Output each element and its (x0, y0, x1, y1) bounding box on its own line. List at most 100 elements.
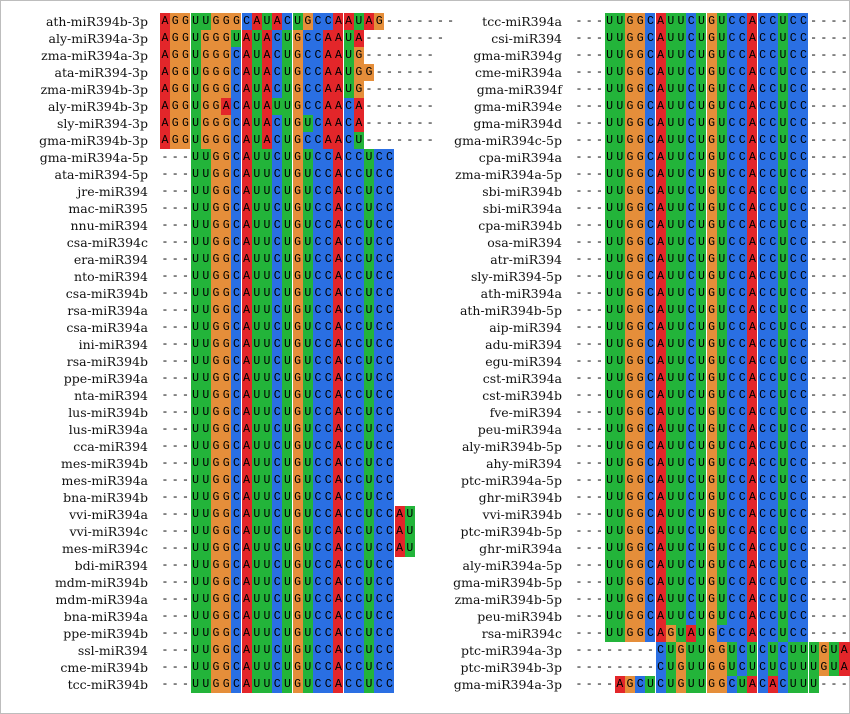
nucleotide-C: C (353, 489, 364, 506)
nucleotide-U: U (665, 676, 676, 693)
nucleotide-C: C (272, 302, 283, 319)
nucleotide-U: U (251, 200, 262, 217)
nucleotide-U: U (716, 268, 727, 285)
gap: - (820, 440, 828, 453)
alignment-row: gma-miR394a-3p - - - - A G C U C U G U U G G C U A C A C U U U - -… (0, 676, 850, 693)
nucleotide-C: C (272, 455, 283, 472)
sequence-label: aly-miR394a-3p (48, 31, 149, 46)
nucleotide-U: U (251, 574, 262, 591)
nucleotide-U: U (190, 183, 201, 200)
nucleotide-A: A (333, 336, 344, 353)
nucleotide-A: A (262, 98, 272, 115)
gap: - (820, 610, 828, 623)
gap: - (181, 559, 189, 572)
sequence-label: rsa-miR394b (66, 354, 148, 369)
gap: - (840, 508, 848, 521)
nucleotide-U: U (716, 574, 727, 591)
alignment-row: zma-miR394b-3p A G G U G G G C A U A C U G C C A A U G - - - - - -… (0, 81, 850, 98)
gap: - (820, 151, 828, 164)
nucleotide-G: G (635, 574, 646, 591)
nucleotide-U: U (262, 438, 272, 455)
gap: - (820, 202, 828, 215)
gap: - (171, 236, 179, 249)
nucleotide-U: U (716, 421, 727, 438)
gap: - (436, 32, 444, 45)
nucleotide-C: C (302, 81, 313, 98)
nucleotide-U: U (364, 149, 374, 166)
nucleotide-C: C (231, 132, 242, 149)
gap: - (840, 270, 848, 283)
nucleotide-G: G (221, 421, 232, 438)
nucleotide-C: C (798, 30, 809, 47)
gap: - (830, 338, 838, 351)
nucleotide-C: C (686, 132, 697, 149)
nucleotide-G: G (180, 30, 191, 47)
nucleotide-C: C (241, 13, 252, 30)
gap: - (585, 117, 593, 130)
nucleotide-A: A (241, 438, 252, 455)
sequence-label: csi-miR394 (491, 31, 562, 46)
nucleotide-C: C (374, 200, 385, 217)
sequence-label: osa-miR394 (487, 235, 562, 250)
nucleotide-C: C (798, 166, 809, 183)
nucleotide-C: C (272, 404, 283, 421)
nucleotide-U: U (665, 438, 676, 455)
gap: - (830, 372, 838, 385)
nucleotide-U: U (604, 132, 615, 149)
gap: - (595, 15, 603, 28)
gap: - (171, 355, 179, 368)
nucleotide-G: G (231, 13, 242, 30)
nucleotide-A: A (655, 489, 666, 506)
nucleotide-U: U (262, 591, 272, 608)
gap: - (575, 151, 583, 164)
nucleotide-U: U (696, 540, 707, 557)
nucleotide-G: G (211, 98, 221, 115)
nucleotide-U: U (665, 370, 676, 387)
nucleotide-C: C (374, 336, 385, 353)
nucleotide-G: G (625, 47, 635, 64)
nucleotide-U: U (282, 438, 293, 455)
nucleotide-U: U (251, 387, 262, 404)
gap: - (365, 32, 373, 45)
nucleotide-C: C (798, 302, 809, 319)
nucleotide-G: G (211, 574, 221, 591)
nucleotide-C: C (788, 506, 799, 523)
sequence-label: ptc-miR394b-5p (460, 524, 562, 539)
nucleotide-U: U (614, 166, 625, 183)
nucleotide-C: C (302, 30, 313, 47)
nucleotide-G: G (625, 472, 635, 489)
nucleotide-U: U (364, 540, 374, 557)
nucleotide-U: U (716, 387, 727, 404)
sequence-label: ata-miR394-3p (54, 65, 148, 80)
gap: - (585, 168, 593, 181)
gap: - (840, 440, 848, 453)
nucleotide-C: C (767, 523, 778, 540)
gap: - (575, 66, 583, 79)
nucleotide-U: U (696, 200, 707, 217)
nucleotide-C: C (686, 438, 697, 455)
nucleotide-G: G (635, 506, 646, 523)
nucleotide-C: C (686, 98, 697, 115)
nucleotide-C: C (645, 149, 656, 166)
nucleotide-A: A (747, 319, 758, 336)
alignment-row: sly-miR394-3p A G G U G G G C A U A C U G U C A A C A - - - - - - - (0, 115, 850, 132)
nucleotide-C: C (727, 591, 737, 608)
nucleotide-A: A (333, 353, 344, 370)
nucleotide-C: C (272, 183, 283, 200)
gap: - (575, 287, 583, 300)
nucleotide-G: G (211, 540, 221, 557)
alignment-row: mes-miR394a - - - U U G G C A U U C U G U C C A C C U C C (0, 472, 850, 489)
nucleotide-C: C (788, 13, 799, 30)
gap: - (585, 202, 593, 215)
nucleotide-A: A (333, 30, 344, 47)
nucleotide-A: A (655, 47, 666, 64)
alignment-row: ptc-miR394a-5p - - - U U G G C A U U C U G U C C A C C U C C - - -… (0, 472, 850, 489)
nucleotide-U: U (364, 336, 374, 353)
sequence-label: zma-miR394a-3p (41, 48, 148, 63)
nucleotide-C: C (788, 404, 799, 421)
nucleotide-U: U (676, 625, 686, 642)
sequence-label: cpa-miR394b (478, 218, 562, 233)
gap: - (595, 253, 603, 266)
nucleotide-G: G (292, 183, 303, 200)
nucleotide-U: U (604, 370, 615, 387)
